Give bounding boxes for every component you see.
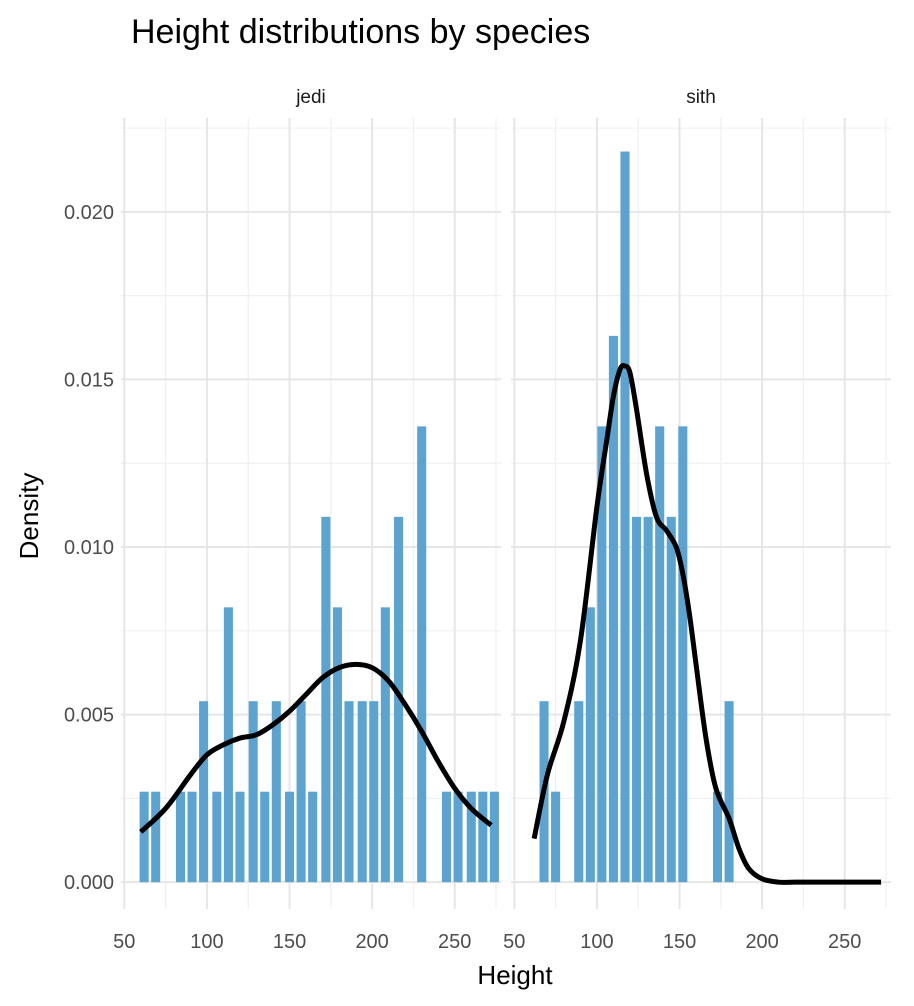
y-tick-label: 0.020 [64,202,114,224]
histogram-bar [139,791,149,883]
chart-title: Height distributions by species [131,13,590,51]
histogram-bar [441,791,452,883]
histogram-bar [296,701,306,883]
density-curve [139,661,493,834]
y-tick-label: 0.015 [64,369,114,391]
histogram-bar [284,791,295,883]
panel-jedi: jedi 50 100 150 200 250 [113,87,501,953]
x-tick-label: 250 [438,931,471,953]
histogram-bar [199,701,209,883]
histogram-bar [271,701,281,883]
density-curve [531,363,882,885]
panel-sith: sith 50 100 150 200 250 [503,87,891,953]
histogram-bar [187,791,197,883]
histogram-bar [489,791,499,883]
histogram-bar [597,426,607,883]
x-tick-label: 200 [355,931,388,953]
panel-strip-label: jedi [295,87,326,108]
histogram-bar [655,426,665,883]
x-tick-label: 150 [663,931,696,953]
x-tick-label: 100 [580,931,613,953]
histogram-bar [453,791,463,883]
histogram-bar [369,701,379,883]
histogram-bar [212,791,222,883]
histogram-bar [678,426,688,883]
histogram-bar [551,791,561,883]
histogram-bar [574,701,584,883]
panels: jedi 50 100 150 200 250 sith 50 100 150 200 250 [113,87,891,953]
histogram-bar [620,151,630,883]
x-tick-label: 50 [113,931,135,953]
histogram-bar [321,516,331,883]
histogram-bar [712,791,723,883]
histogram-bar [357,701,367,883]
histogram-bar [478,791,488,883]
histogram-bar [175,791,186,883]
histogram-bar [380,607,390,883]
histogram-bar [394,516,404,883]
histogram-bar [248,701,258,883]
histogram-bar [308,791,318,883]
y-tick-label: 0.000 [64,872,114,894]
histogram-bar [724,701,734,883]
y-tick-label: 0.010 [64,537,114,559]
histogram-bar [643,516,653,883]
x-tick-label: 250 [828,931,861,953]
histogram-bar [608,335,618,883]
histogram-bar [260,791,270,883]
x-tick-label: 100 [190,931,223,953]
histogram-bar [151,791,161,883]
histogram-bar [344,701,354,883]
panel-strip-label: sith [686,87,716,108]
x-tick-label: 50 [503,931,525,953]
x-tick-label: 200 [745,931,778,953]
histogram-bar [332,607,342,883]
histogram-bar [235,791,245,883]
y-axis-title: Density [14,473,44,560]
y-tick-label: 0.005 [64,705,114,727]
histogram-bar [585,607,595,883]
y-axis: 0.000 0.005 0.010 0.015 0.020 [64,202,114,894]
histogram-bar [666,516,676,883]
x-tick-label: 150 [273,931,306,953]
x-axis-title: Height [477,960,553,990]
histogram-bar [466,791,476,883]
histogram-bar [417,426,427,883]
histogram-bar [632,516,642,883]
